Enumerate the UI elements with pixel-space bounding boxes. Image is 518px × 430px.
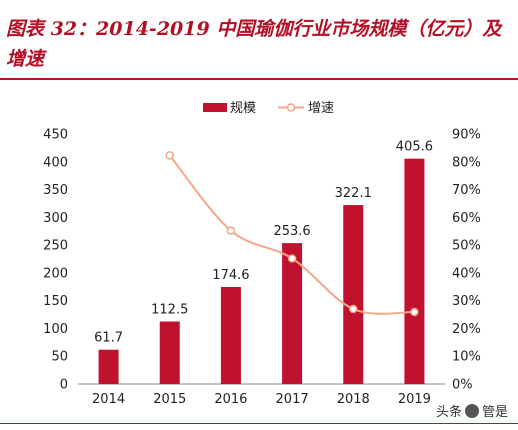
right-tick-label: 10% — [452, 350, 481, 365]
left-tick-label: 100 — [43, 322, 68, 337]
bar-value-label: 253.6 — [273, 224, 310, 239]
bar — [220, 287, 241, 384]
legend-line-label: 增速 — [308, 101, 334, 116]
legend: 规模 增速 — [203, 101, 334, 116]
bars — [98, 158, 425, 384]
left-tick-label: 250 — [43, 239, 68, 254]
growth-point — [349, 304, 358, 314]
x-tick-label: 2019 — [398, 392, 431, 407]
bar-value-label: 322.1 — [335, 186, 372, 201]
right-tick-label: 0% — [452, 378, 473, 393]
watermark-logo-icon — [464, 404, 479, 418]
bar-value-label: 61.7 — [94, 331, 123, 346]
x-tick-label: 2016 — [214, 392, 247, 407]
bar-value-label: 405.6 — [396, 140, 433, 155]
bar-labels: 61.7 112.5 174.6 253.6 322.1 405.6 — [94, 140, 433, 346]
title-rule — [0, 78, 518, 80]
x-tick-label: 2017 — [276, 392, 309, 407]
bar-value-label: 174.6 — [212, 268, 249, 283]
left-tick-label: 150 — [43, 294, 68, 309]
x-axis: 2014 2015 2016 2017 2018 2019 — [78, 383, 445, 407]
bar — [98, 349, 119, 384]
bar-value-label: 112.5 — [151, 303, 188, 318]
legend-line-marker — [286, 103, 296, 112]
chart-title: 图表 32：2014-2019 中国瑜伽行业市场规模（亿元）及增速 — [6, 18, 502, 70]
watermark-prefix: 头条 — [435, 405, 462, 420]
bar — [159, 321, 180, 384]
right-tick-label: 70% — [452, 183, 481, 198]
right-tick-label: 60% — [452, 211, 481, 226]
left-tick-label: 300 — [43, 211, 68, 226]
right-tick-label: 20% — [452, 322, 481, 337]
growth-line — [165, 151, 419, 317]
right-tick-label: 50% — [452, 239, 481, 254]
right-tick-label: 40% — [452, 266, 481, 281]
right-tick-label: 90% — [452, 128, 481, 143]
left-tick-label: 50 — [51, 350, 68, 365]
watermark: 头条 管是 — [436, 401, 508, 420]
left-tick-label: 200 — [43, 266, 68, 281]
bottom-rule — [0, 423, 518, 424]
right-axis: 0% 10% 20% 30% 40% 50% 60% 70% 80% 90% — [452, 128, 481, 393]
legend-bar-label: 规模 — [230, 101, 256, 116]
growth-point — [226, 226, 236, 235]
right-tick-label: 80% — [452, 155, 481, 170]
growth-point — [287, 254, 297, 263]
bar — [282, 243, 303, 384]
watermark-brand: 管是 — [481, 405, 508, 420]
x-tick-label: 2015 — [153, 392, 186, 407]
left-tick-label: 450 — [43, 128, 68, 143]
growth-point — [165, 151, 174, 160]
left-tick-label: 350 — [43, 183, 68, 198]
legend-bar-swatch — [203, 103, 227, 112]
left-tick-label: 400 — [43, 155, 68, 170]
growth-point — [410, 307, 419, 317]
x-tick-label: 2018 — [337, 392, 370, 407]
x-tick-label: 2014 — [92, 392, 125, 407]
bar — [343, 205, 364, 384]
left-tick-label: 0 — [60, 378, 68, 393]
left-axis: 0 50 100 150 200 250 300 350 400 450 — [43, 128, 68, 393]
bar — [404, 158, 425, 384]
right-tick-label: 30% — [452, 294, 481, 309]
